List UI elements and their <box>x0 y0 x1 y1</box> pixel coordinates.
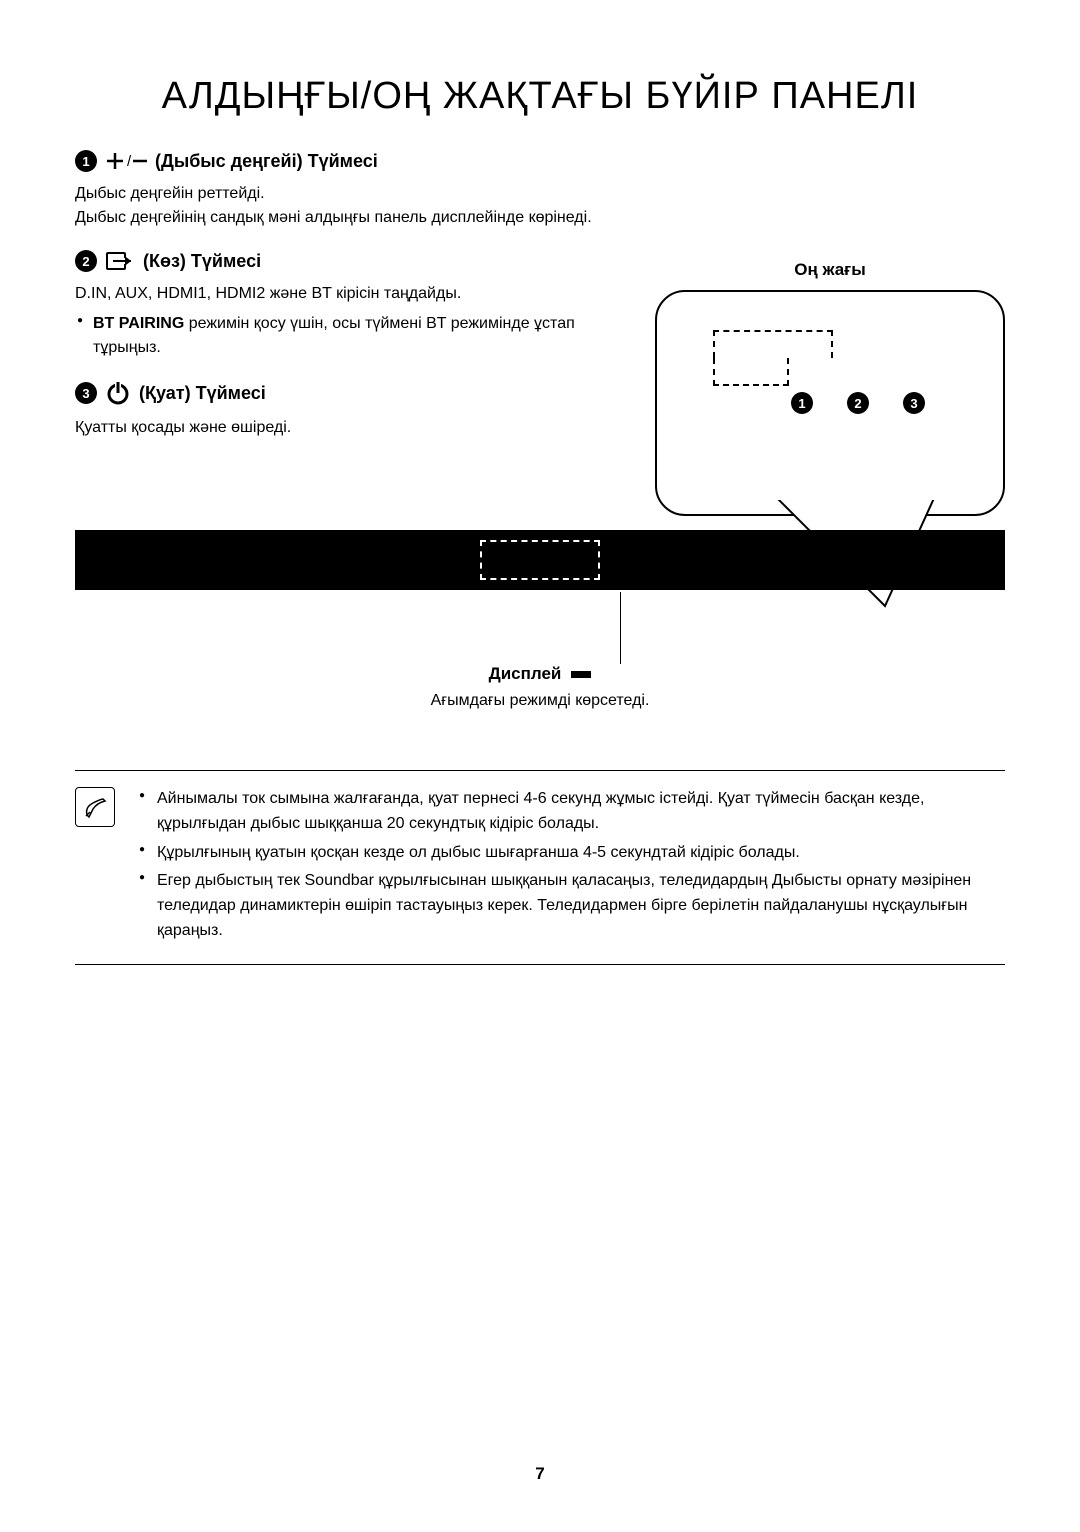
badge-2: 2 <box>75 250 97 272</box>
display-indicator-icon <box>571 671 591 678</box>
section-title-2: (Көз) Түймесі <box>143 251 261 272</box>
left-column: 1 / (Дыбыс деңгейі) Түймесі Дыбыс деңгей… <box>75 150 615 440</box>
connector-line <box>620 592 621 664</box>
diagram-box: Оң жағы 1 2 3 <box>655 260 1005 516</box>
callout-2: 2 <box>847 392 869 414</box>
callout-1: 1 <box>791 392 813 414</box>
section-header: 1 / (Дыбыс деңгейі) Түймесі <box>75 150 615 172</box>
section-body-2: D.IN, AUX, HDMI1, HDMI2 және BT кірісін … <box>75 282 615 306</box>
note-item: Егер дыбыстың тек Soundbar құрылғысынан … <box>139 869 1005 943</box>
page-number: 7 <box>0 1464 1080 1484</box>
dashed-rect-top <box>713 330 833 358</box>
note-icon <box>75 787 115 827</box>
section-title-1: (Дыбыс деңгейі) Түймесі <box>155 151 378 172</box>
dashed-rect-bot <box>713 358 789 386</box>
section-header: 2 (Көз) Түймесі <box>75 250 615 272</box>
note-item: Айнымалы ток сымына жалғағанда, қуат пер… <box>139 787 1005 837</box>
section-body-1: Дыбыс деңгейін реттейді. Дыбыс деңгейіні… <box>75 182 615 230</box>
soundbar-wrap <box>75 530 1005 590</box>
diagram-label: Оң жағы <box>655 260 1005 280</box>
section-volume: 1 / (Дыбыс деңгейі) Түймесі Дыбыс деңгей… <box>75 150 615 230</box>
notes-box: Айнымалы ток сымына жалғағанда, қуат пер… <box>75 770 1005 965</box>
badge-1: 1 <box>75 150 97 172</box>
bullet-list: BT PAIRING режимін қосу үшін, осы түймен… <box>75 312 615 360</box>
section-power: 3 (Қуат) Түймесі Қуатты қосады және өшір… <box>75 380 615 440</box>
callout-numbers: 1 2 3 <box>791 392 925 414</box>
svg-text:/: / <box>127 153 132 170</box>
page-title: АЛДЫҢҒЫ/ОҢ ЖАҚТАҒЫ БҮЙІР ПАНЕЛІ <box>75 75 1005 118</box>
power-icon <box>105 380 131 406</box>
note-item: Құрылғының қуатын қосқан кезде ол дыбыс … <box>139 841 1005 866</box>
section-source: 2 (Көз) Түймесі D.IN, AUX, HDMI1, HDMI2 … <box>75 250 615 360</box>
soundbar-display-outline <box>480 540 600 580</box>
section-title-3: (Қуат) Түймесі <box>139 383 266 404</box>
bullet-prefix: BT PAIRING <box>93 315 184 332</box>
display-section: Дисплей Ағымдағы режимді көрсетеді. <box>75 610 1005 710</box>
page-root: АЛДЫҢҒЫ/ОҢ ЖАҚТАҒЫ БҮЙІР ПАНЕЛІ 1 / (Ды <box>0 0 1080 1005</box>
volume-icon: / <box>105 151 147 171</box>
source-icon <box>105 250 135 272</box>
section-body-3: Қуатты қосады және өшіреді. <box>75 416 615 440</box>
note-list: Айнымалы ток сымына жалғағанда, қуат пер… <box>139 787 1005 948</box>
badge-3: 3 <box>75 382 97 404</box>
display-label: Дисплей <box>489 664 562 684</box>
content-area: 1 / (Дыбыс деңгейі) Түймесі Дыбыс деңгей… <box>75 150 1005 440</box>
display-label-wrap: Дисплей <box>489 664 592 684</box>
section-header: 3 (Қуат) Түймесі <box>75 380 615 406</box>
callout-3: 3 <box>903 392 925 414</box>
display-body: Ағымдағы режимді көрсетеді. <box>75 692 1005 710</box>
diagram-frame: 1 2 3 <box>655 290 1005 516</box>
soundbar-body <box>75 530 1005 590</box>
bullet-item: BT PAIRING режимін қосу үшін, осы түймен… <box>93 312 615 360</box>
